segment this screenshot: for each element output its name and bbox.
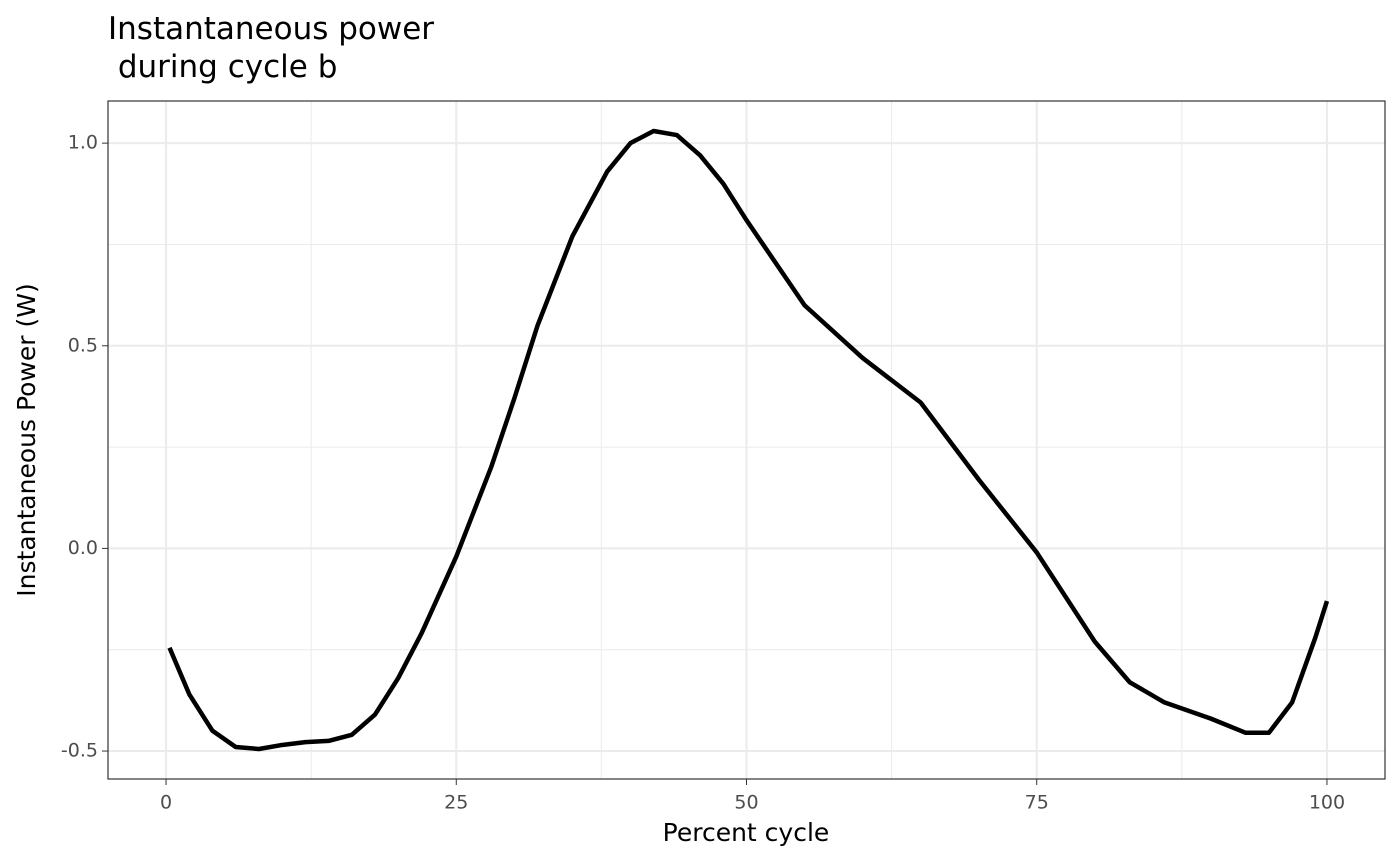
x-tick-label: 25 [444,792,468,814]
y-tick-label: -0.5 [61,740,98,762]
line [167,128,1330,752]
panel-border [107,100,1386,780]
chart-title: Instantaneous power during cycle b [108,11,435,85]
x-tick-label: 75 [1025,792,1049,814]
y-axis-title: Instantaneous Power (W) [12,283,41,596]
y-tick-label: 0.0 [68,537,98,559]
x-tick-label: 50 [734,792,758,814]
x-axis-title: Percent cycle [663,818,830,847]
y-tick-label: 1.0 [68,132,98,154]
x-tick-label: 100 [1309,792,1345,814]
y-tick-label: 0.5 [68,334,98,356]
x-tick-label: 0 [160,792,172,814]
